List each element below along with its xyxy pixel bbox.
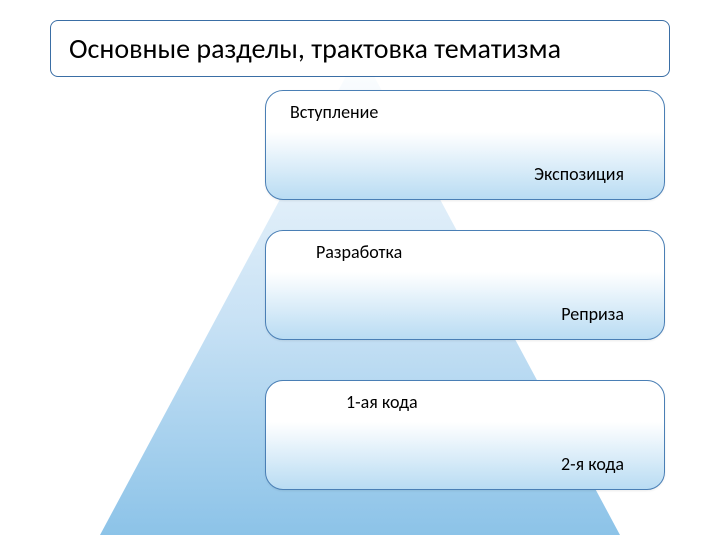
- section-1-label-right: Экспозиция: [534, 163, 624, 185]
- section-3-label-right: 2-я кода: [561, 453, 624, 475]
- section-3-label-left: 1-ая кода: [346, 391, 418, 413]
- page-title: Основные разделы, трактовка тематизма: [50, 20, 670, 77]
- section-2-label-right: Реприза: [561, 303, 624, 325]
- section-box-1: Вступление Экспозиция: [265, 90, 665, 200]
- section-box-2: Разработка Реприза: [265, 230, 665, 340]
- section-1-label-left: Вступление: [290, 101, 378, 123]
- section-box-3: 1-ая кода 2-я кода: [265, 380, 665, 490]
- section-2-label-left: Разработка: [316, 241, 402, 263]
